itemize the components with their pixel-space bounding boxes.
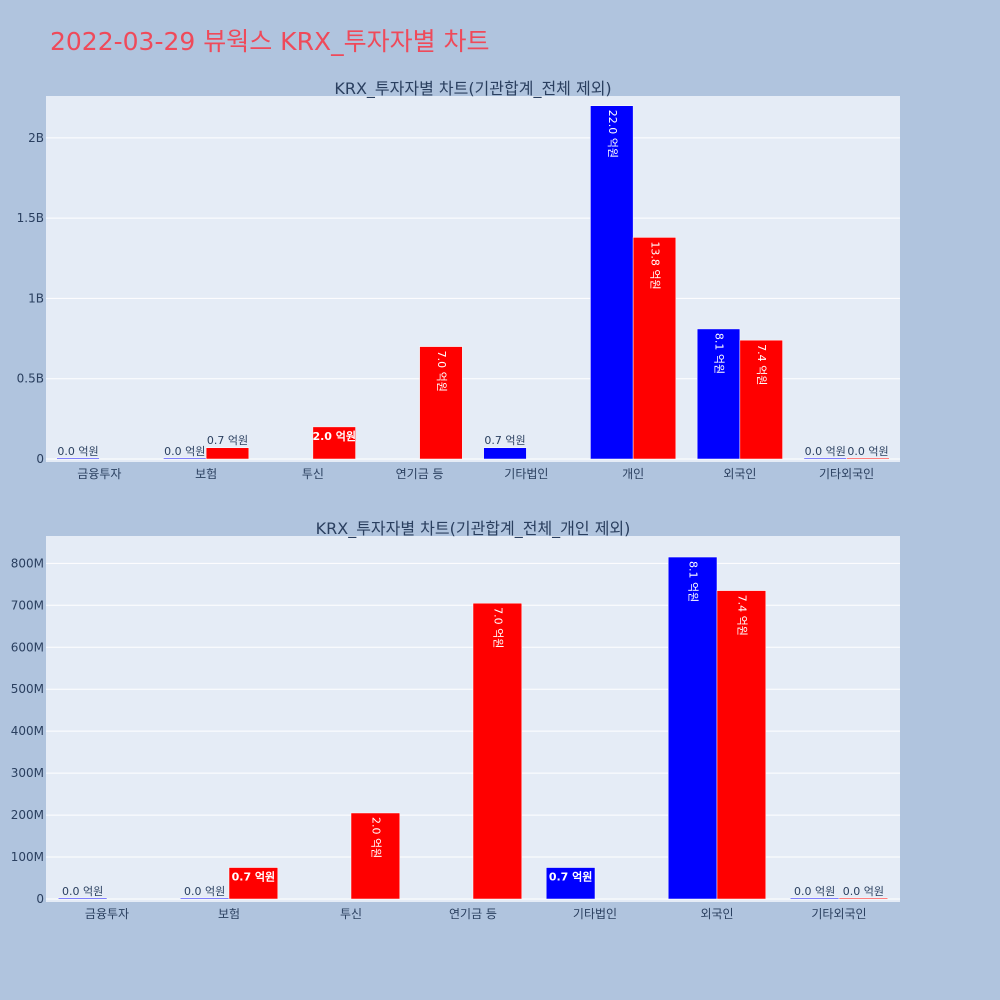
bar (419, 346, 463, 460)
bar (472, 602, 523, 900)
bar (205, 447, 250, 460)
bar (632, 237, 677, 460)
data-label: 0.7 억원 (484, 434, 525, 447)
bar (483, 447, 527, 460)
bar (739, 339, 783, 460)
x-tick-label: 외국인 (700, 907, 733, 921)
data-label: 0.7 억원 (207, 434, 248, 447)
bar (716, 590, 767, 900)
investor-chart-top: KRX_투자자별 차트(기관합계_전체 제외) 0 0.5B 1B 1.5B 2B 금융투자… (17, 79, 900, 481)
y-tick-label: 400M (11, 724, 44, 738)
x-tick-label: 연기금 등 (396, 467, 444, 481)
data-label: 0.7 억원 (549, 870, 593, 884)
y-tick-label: 800M (11, 556, 44, 570)
x-tick-label: 개인 (622, 467, 644, 481)
y-tick-label: 0 (36, 892, 44, 906)
page-title: 2022-03-29 뷰웍스 KRX_투자자별 차트 (50, 27, 490, 56)
bar (789, 897, 840, 900)
y-tick-label: 2B (28, 131, 44, 145)
x-tick-label: 투신 (340, 907, 362, 921)
data-label: 22.0 억원 (606, 110, 619, 158)
x-tick-label: 보험 (195, 467, 217, 481)
bar (228, 867, 279, 900)
y-tick-label: 600M (11, 640, 44, 654)
data-label: 8.1 억원 (713, 333, 726, 374)
y-tick-label: 300M (11, 766, 44, 780)
data-label: 7.4 억원 (735, 595, 748, 636)
data-label: 2.0 억원 (369, 817, 382, 858)
data-label: 0.0 억원 (805, 445, 846, 458)
y-tick-label: 0.5B (17, 372, 44, 386)
bar (846, 457, 890, 460)
data-label: 7.0 억원 (491, 607, 504, 648)
y-tick-label: 500M (11, 682, 44, 696)
bar (57, 897, 108, 900)
bar (590, 105, 634, 460)
data-label: 7.4 억원 (755, 344, 768, 385)
bar (803, 457, 847, 460)
x-tick-label: 금융투자 (77, 467, 121, 481)
y-tick-label: 0 (36, 452, 44, 466)
data-label: 0.0 억원 (794, 885, 835, 898)
bar (312, 426, 356, 460)
data-label: 0.7 억원 (232, 870, 276, 884)
y-tick-label: 1.5B (17, 211, 44, 225)
data-label: 8.1 억원 (687, 561, 700, 602)
x-tick-label: 외국인 (723, 467, 756, 481)
bar (179, 897, 230, 900)
data-label: 0.0 억원 (847, 445, 888, 458)
chart-title: KRX_투자자별 차트(기관합계_전체 제외) (334, 79, 611, 99)
bar (667, 556, 718, 900)
x-tick-label: 기타외국인 (811, 907, 866, 921)
y-tick-label: 1B (28, 291, 44, 305)
investor-chart-bottom: KRX_투자자별 차트(기관합계_전체_개인 제외) 0 100M 200M 300M 4… (11, 519, 900, 921)
data-label: 0.0 억원 (184, 885, 225, 898)
bar (696, 328, 741, 460)
data-label: 0.0 억원 (57, 445, 98, 458)
data-label: 2.0 억원 (312, 429, 356, 443)
y-tick-label: 100M (11, 850, 44, 864)
bar (545, 867, 596, 900)
x-tick-label: 투신 (302, 467, 324, 481)
x-tick-label: 금융투자 (85, 907, 129, 921)
x-tick-label: 기타외국인 (819, 467, 874, 481)
data-label: 0.0 억원 (164, 445, 205, 458)
bar (163, 457, 207, 460)
bar (838, 897, 889, 900)
chart-title: KRX_투자자별 차트(기관합계_전체_개인 제외) (316, 519, 631, 539)
x-tick-label: 기타법인 (573, 907, 617, 921)
data-label: 7.0 억원 (435, 351, 448, 392)
data-label: 0.0 억원 (62, 885, 103, 898)
x-tick-label: 보험 (218, 907, 240, 921)
x-tick-label: 연기금 등 (449, 907, 497, 921)
y-tick-label: 700M (11, 598, 44, 612)
data-label: 0.0 억원 (843, 885, 884, 898)
bar (350, 812, 401, 900)
y-tick-label: 200M (11, 808, 44, 822)
data-label: 13.8 억원 (648, 241, 661, 289)
x-tick-label: 기타법인 (504, 467, 548, 481)
bar (56, 457, 100, 460)
